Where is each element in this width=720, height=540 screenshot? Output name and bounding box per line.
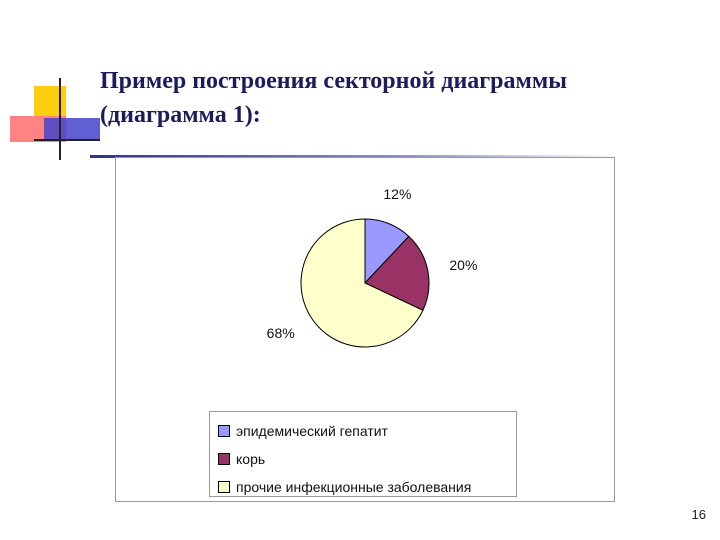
legend-swatch-3 [218,481,230,493]
title-rule [90,155,620,158]
legend-label-2: корь [236,451,266,467]
legend-swatch-1 [218,425,230,437]
pie-data-label-3: 68% [267,325,295,341]
pie-data-label-2: 20% [449,257,477,273]
pie-slice-2 [364,235,430,311]
deco-blue-bar [44,118,100,140]
slide-title: Пример построения секторной диаграммы (д… [100,64,700,132]
pie-chart: 12% 20% 68% [267,186,477,348]
page-number: 16 [691,507,706,522]
chart-frame: 12% 20% 68% эпидемический гепатит корь прочи… [115,157,615,502]
legend-item-2: корь [218,450,265,468]
deco-yellow-square [34,86,66,116]
legend-item-3: прочие инфекционные заболевания [218,478,471,496]
legend-label-1: эпидемический гепатит [236,423,388,439]
chart-legend: эпидемический гепатит корь прочие инфекцио… [209,411,517,497]
decorative-logo [10,78,100,160]
pie-slice-3 [300,218,424,348]
legend-label-3: прочие инфекционные заболевания [236,479,472,495]
slide-title-line-1: Пример построения секторной диаграммы [100,68,567,94]
pie-data-label-1: 12% [383,186,411,202]
legend-item-1: эпидемический гепатит [218,422,388,440]
legend-swatch-2 [218,453,230,465]
slide-title-line-2: (диаграмма 1): [100,102,261,128]
